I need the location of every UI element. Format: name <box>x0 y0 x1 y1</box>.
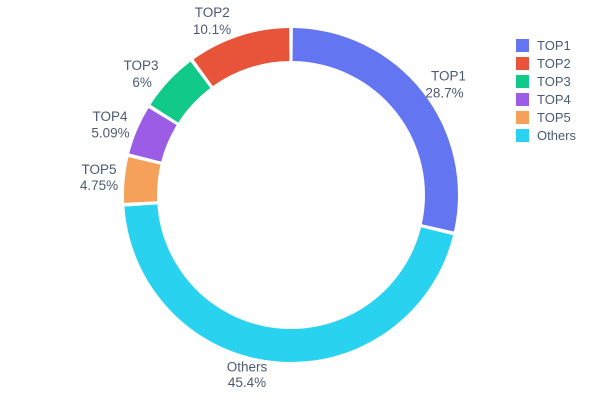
svg-text:TOP3: TOP3 <box>123 58 158 73</box>
svg-text:45.4%: 45.4% <box>228 375 266 390</box>
svg-text:4.75%: 4.75% <box>80 178 118 193</box>
svg-text:TOP2: TOP2 <box>195 5 230 20</box>
svg-text:5.09%: 5.09% <box>91 126 129 141</box>
svg-text:TOP5: TOP5 <box>81 162 116 177</box>
svg-text:TOP1: TOP1 <box>431 69 466 84</box>
svg-text:10.1%: 10.1% <box>193 22 231 37</box>
svg-text:28.7%: 28.7% <box>425 86 463 101</box>
svg-text:TOP4: TOP4 <box>92 109 128 124</box>
svg-text:6%: 6% <box>132 75 152 90</box>
svg-text:Others: Others <box>227 360 268 375</box>
